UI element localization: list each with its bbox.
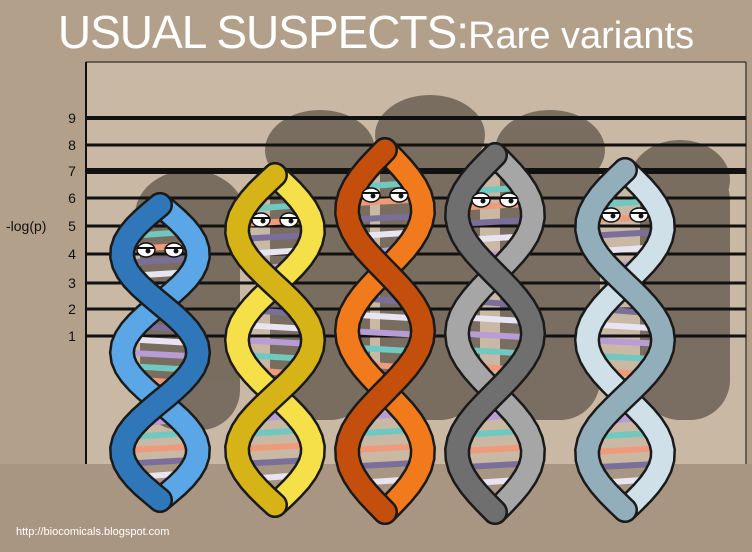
title-sub: Rare variants — [468, 15, 695, 57]
title-main: USUAL SUSPECTS: — [57, 6, 469, 58]
tick-label-1: 1 — [68, 328, 76, 344]
suspect-lightblue — [573, 157, 677, 523]
tick-label-8: 8 — [68, 137, 76, 153]
suspects-group — [108, 137, 677, 525]
tick-labels: 1 2 3 4 5 6 7 8 9 — [68, 110, 76, 344]
tick-label-9: 9 — [68, 110, 76, 126]
page-title: USUAL SUSPECTS:Rare variants — [0, 0, 752, 64]
tick-label-5: 5 — [68, 218, 76, 234]
suspect-blue — [108, 192, 212, 513]
suspect-gray — [443, 142, 547, 525]
y-axis-label: -log(p) — [6, 218, 47, 234]
credit-url: http://biocomicals.blogspot.com — [16, 526, 170, 538]
tick-label-3: 3 — [68, 275, 76, 291]
tick-label-7: 7 — [68, 163, 76, 179]
tick-label-6: 6 — [68, 190, 76, 206]
tick-label-4: 4 — [68, 246, 76, 262]
suspect-yellow — [223, 162, 327, 518]
suspect-orange — [333, 137, 437, 525]
tick-label-2: 2 — [68, 301, 76, 317]
